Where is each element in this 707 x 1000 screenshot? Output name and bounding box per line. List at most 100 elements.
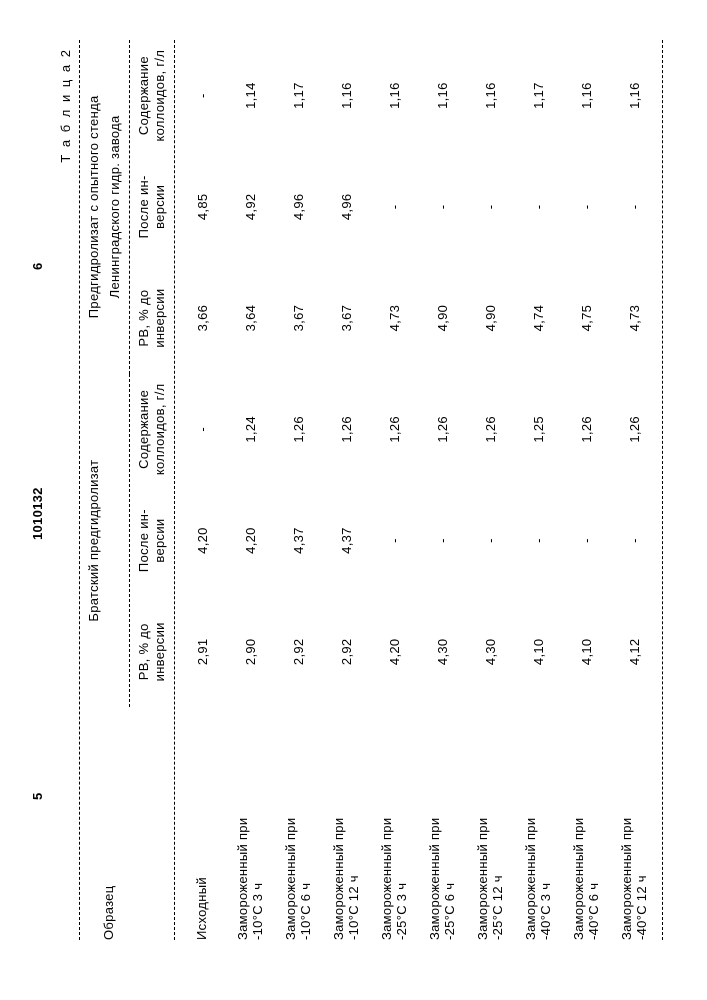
value-cell: 1,16 — [418, 40, 466, 151]
rule-row — [170, 40, 178, 940]
sample-cell: Замороженный при -25°С 6 ч — [418, 707, 466, 940]
header-group2b: Ленинградского гидр. завода — [104, 40, 125, 374]
value-cell: 4,74 — [514, 262, 562, 373]
table-row: Замороженный при -10°С 12 ч2,924,371,263… — [322, 40, 370, 940]
value-cell: 4,37 — [322, 485, 370, 596]
value-cell: 1,16 — [562, 40, 610, 151]
document-body: 5 1010132 6 Т а б л и ц а 2 Образец Брат… — [0, 0, 707, 1000]
value-cell: 1,14 — [226, 40, 274, 151]
value-cell: 4,10 — [562, 596, 610, 707]
value-cell: 4,73 — [610, 262, 658, 373]
value-cell: 4,75 — [562, 262, 610, 373]
value-cell: - — [514, 485, 562, 596]
value-cell: - — [466, 151, 514, 262]
value-cell: - — [370, 151, 418, 262]
value-cell: 2,92 — [274, 596, 322, 707]
rotated-content: 5 1010132 6 Т а б л и ц а 2 Образец Брат… — [0, 0, 707, 1000]
value-cell: - — [418, 151, 466, 262]
value-cell: 4,20 — [370, 596, 418, 707]
sample-cell: Замороженный при -25°С 3 ч — [370, 707, 418, 940]
sample-cell: Исходный — [178, 707, 226, 940]
header-group1-blank — [104, 374, 125, 708]
value-cell: - — [370, 485, 418, 596]
value-cell: 1,16 — [466, 40, 514, 151]
page-num-right: 6 — [30, 262, 45, 270]
page: 5 1010132 6 Т а б л и ц а 2 Образец Брат… — [0, 0, 707, 1000]
value-cell: - — [418, 485, 466, 596]
rule-row — [658, 40, 666, 940]
table-row: Исходный2,914,20-3,664,85- — [178, 40, 226, 940]
table-label: Т а б л и ц а 2 — [58, 40, 73, 940]
value-cell: - — [178, 40, 226, 151]
header-sample: Образец — [83, 707, 133, 940]
header-blank — [133, 707, 170, 940]
value-cell: 1,26 — [466, 374, 514, 485]
header-a3: Содержание коллоидов, г/л — [133, 374, 170, 485]
header-row-2: РВ, % до инверсии После ин- версии Содер… — [133, 40, 170, 940]
sample-cell: Замороженный при -40°С 12 ч — [610, 707, 658, 940]
sample-cell: Замороженный при -40°С 3 ч — [514, 707, 562, 940]
sample-cell: Замороженный при -25°С 12 ч — [466, 707, 514, 940]
header-group2a: Предгидролизат с опытного стенда — [83, 40, 104, 374]
value-cell: 3,64 — [226, 262, 274, 373]
value-cell: - — [466, 485, 514, 596]
value-cell: 1,17 — [274, 40, 322, 151]
page-num-center: 1010132 — [30, 487, 45, 540]
value-cell: 4,12 — [610, 596, 658, 707]
value-cell: 1,24 — [226, 374, 274, 485]
value-cell: 4,96 — [322, 151, 370, 262]
value-cell: 3,67 — [274, 262, 322, 373]
header-b3: Содержание коллоидов, г/л — [133, 40, 170, 151]
value-cell: 1,26 — [562, 374, 610, 485]
value-cell: - — [610, 485, 658, 596]
value-cell: 1,26 — [418, 374, 466, 485]
value-cell: 4,90 — [466, 262, 514, 373]
table-row: Замороженный при -40°С 12 ч4,12-1,264,73… — [610, 40, 658, 940]
page-numbers-row: 5 1010132 6 — [30, 40, 54, 940]
value-cell: - — [514, 151, 562, 262]
value-cell: 1,26 — [370, 374, 418, 485]
data-table: Образец Братский предгидролизат Предгидр… — [75, 40, 666, 940]
value-cell: 4,73 — [370, 262, 418, 373]
table-row: Замороженный при -10°С 3 ч2,904,201,243,… — [226, 40, 274, 940]
rule-row — [75, 40, 83, 940]
value-cell: 4,37 — [274, 485, 322, 596]
table-row: Замороженный при -25°С 6 ч4,30-1,264,90-… — [418, 40, 466, 940]
sample-cell: Замороженный при -40°С 6 ч — [562, 707, 610, 940]
value-cell: 4,30 — [418, 596, 466, 707]
table-row: Замороженный при -40°С 3 ч4,10-1,254,74-… — [514, 40, 562, 940]
value-cell: 4,30 — [466, 596, 514, 707]
value-cell: 4,20 — [178, 485, 226, 596]
value-cell: 1,16 — [370, 40, 418, 151]
page-num-left: 5 — [30, 792, 45, 800]
value-cell: 3,67 — [322, 262, 370, 373]
value-cell: 4,20 — [226, 485, 274, 596]
value-cell: 1,16 — [610, 40, 658, 151]
value-cell: - — [562, 485, 610, 596]
value-cell: 1,26 — [610, 374, 658, 485]
value-cell: 4,10 — [514, 596, 562, 707]
value-cell: 3,66 — [178, 262, 226, 373]
value-cell: 1,25 — [514, 374, 562, 485]
sample-cell: Замороженный при -10°С 12 ч — [322, 707, 370, 940]
table-row: Замороженный при -40°С 6 ч4,10-1,264,75-… — [562, 40, 610, 940]
value-cell: 1,16 — [322, 40, 370, 151]
table-row: Замороженный при -25°С 12 ч4,30-1,264,90… — [466, 40, 514, 940]
sample-cell: Замороженный при -10°С 3 ч — [226, 707, 274, 940]
header-b2: После ин- версии — [133, 151, 170, 262]
value-cell: 1,26 — [274, 374, 322, 485]
value-cell: 4,85 — [178, 151, 226, 262]
value-cell: 4,92 — [226, 151, 274, 262]
value-cell: 1,17 — [514, 40, 562, 151]
header-a1: РВ, % до инверсии — [133, 596, 170, 707]
value-cell: - — [562, 151, 610, 262]
table-row: Замороженный при -25°С 3 ч4,20-1,264,73-… — [370, 40, 418, 940]
value-cell: 2,92 — [322, 596, 370, 707]
header-a2: После ин- версии — [133, 485, 170, 596]
value-cell: 2,91 — [178, 596, 226, 707]
value-cell: - — [178, 374, 226, 485]
table-row: Замороженный при -10°С 6 ч2,924,371,263,… — [274, 40, 322, 940]
header-b1: РВ, % до инверсии — [133, 262, 170, 373]
header-group1: Братский предгидролизат — [83, 374, 104, 708]
header-row-1: Образец Братский предгидролизат Предгидр… — [83, 40, 104, 940]
